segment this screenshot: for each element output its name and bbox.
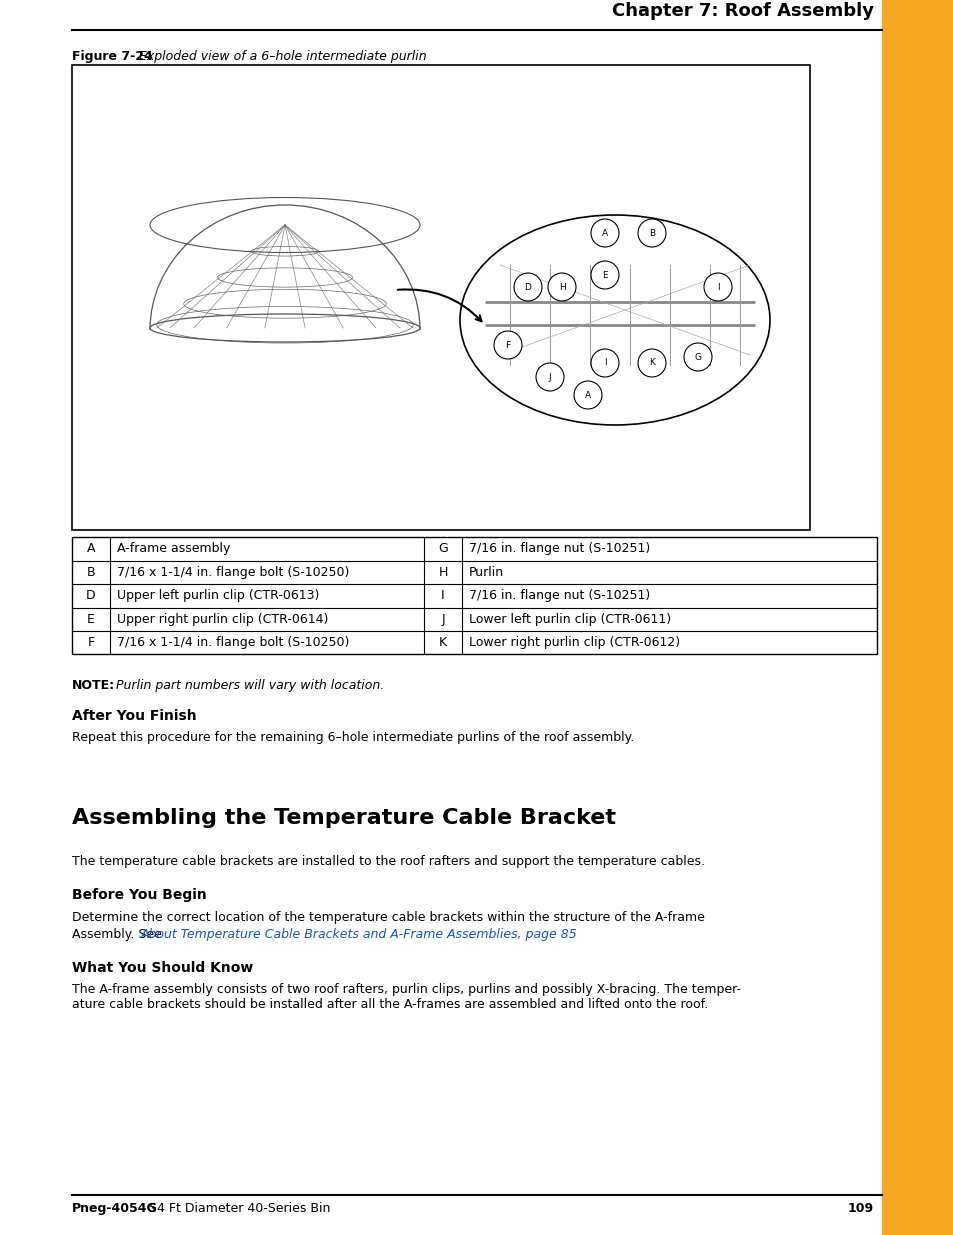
Text: .: . [468, 927, 472, 941]
Circle shape [683, 343, 711, 370]
Text: 7/16 x 1-1/4 in. flange bolt (S-10250): 7/16 x 1-1/4 in. flange bolt (S-10250) [117, 566, 349, 579]
Text: B: B [87, 566, 95, 579]
Text: Determine the correct location of the temperature cable brackets within the stru: Determine the correct location of the te… [71, 910, 704, 924]
Text: Upper right purlin clip (CTR-0614): Upper right purlin clip (CTR-0614) [117, 613, 328, 626]
Text: I: I [603, 358, 606, 368]
Text: The temperature cable brackets are installed to the roof rafters and support the: The temperature cable brackets are insta… [71, 856, 704, 868]
Text: K: K [438, 636, 447, 650]
Text: G: G [694, 352, 700, 362]
Text: 7/16 x 1-1/4 in. flange bolt (S-10250): 7/16 x 1-1/4 in. flange bolt (S-10250) [117, 636, 349, 650]
Text: NOTE:: NOTE: [71, 679, 115, 693]
Text: Figure 7-24: Figure 7-24 [71, 49, 152, 63]
Text: Pneg-4054G: Pneg-4054G [71, 1202, 157, 1215]
Text: Lower right purlin clip (CTR-0612): Lower right purlin clip (CTR-0612) [469, 636, 679, 650]
Text: Purlin: Purlin [469, 566, 503, 579]
Circle shape [494, 331, 521, 359]
Text: Before You Begin: Before You Begin [71, 888, 207, 903]
Text: Chapter 7: Roof Assembly: Chapter 7: Roof Assembly [612, 2, 873, 20]
Text: 54 Ft Diameter 40-Series Bin: 54 Ft Diameter 40-Series Bin [145, 1202, 330, 1215]
Text: About Temperature Cable Brackets and A-Frame Assemblies, page 85: About Temperature Cable Brackets and A-F… [140, 927, 577, 941]
Text: B: B [648, 228, 655, 237]
Bar [71, 65, 809, 530]
Text: 7/16 in. flange nut (S-10251): 7/16 in. flange nut (S-10251) [469, 542, 650, 556]
Text: A: A [584, 390, 591, 399]
Text: Upper left purlin clip (CTR-0613): Upper left purlin clip (CTR-0613) [117, 589, 319, 603]
Text: H: H [437, 566, 447, 579]
Text: A: A [87, 542, 95, 556]
Circle shape [590, 261, 618, 289]
Circle shape [638, 350, 665, 377]
Text: G: G [437, 542, 447, 556]
Text: F: F [88, 636, 94, 650]
Text: Purlin part numbers will vary with location.: Purlin part numbers will vary with locat… [112, 679, 384, 693]
Text: Exploded view of a 6–hole intermediate purlin: Exploded view of a 6–hole intermediate p… [135, 49, 426, 63]
Bar [71, 537, 876, 655]
Circle shape [514, 273, 541, 301]
Text: I: I [440, 589, 444, 603]
Text: I: I [716, 283, 719, 291]
Text: J: J [548, 373, 551, 382]
Circle shape [590, 350, 618, 377]
Text: The A-frame assembly consists of two roof rafters, purlin clips, purlins and pos: The A-frame assembly consists of two roo… [71, 983, 740, 1011]
Text: K: K [648, 358, 655, 368]
Circle shape [590, 219, 618, 247]
Text: D: D [86, 589, 95, 603]
Text: F: F [505, 341, 510, 350]
Text: 7/16 in. flange nut (S-10251): 7/16 in. flange nut (S-10251) [469, 589, 650, 603]
Text: Assembling the Temperature Cable Bracket: Assembling the Temperature Cable Bracket [71, 808, 616, 827]
Text: Assembly. See: Assembly. See [71, 927, 166, 941]
Text: A-frame assembly: A-frame assembly [117, 542, 230, 556]
Text: Repeat this procedure for the remaining 6–hole intermediate purlins of the roof : Repeat this procedure for the remaining … [71, 730, 634, 743]
Circle shape [638, 219, 665, 247]
Text: D: D [524, 283, 531, 291]
Text: A: A [601, 228, 607, 237]
Text: Lower left purlin clip (CTR-0611): Lower left purlin clip (CTR-0611) [469, 613, 670, 626]
Circle shape [703, 273, 731, 301]
Text: E: E [601, 270, 607, 279]
Text: H: H [558, 283, 565, 291]
Text: E: E [87, 613, 95, 626]
Text: After You Finish: After You Finish [71, 709, 196, 724]
Text: J: J [440, 613, 444, 626]
Text: What You Should Know: What You Should Know [71, 961, 253, 974]
Circle shape [536, 363, 563, 391]
Bar [882, 0, 953, 1235]
Circle shape [547, 273, 576, 301]
Text: 109: 109 [847, 1202, 873, 1215]
Circle shape [574, 382, 601, 409]
